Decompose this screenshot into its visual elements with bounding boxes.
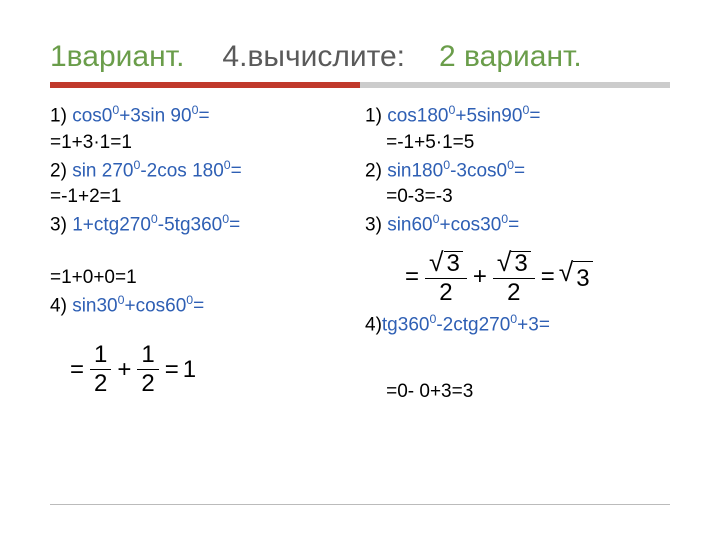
rule-red	[50, 82, 360, 88]
math: sin180	[387, 160, 443, 181]
math: +cos30	[439, 214, 501, 235]
gap	[365, 339, 670, 379]
right-line3: 2) sin1800-3cos00=	[365, 157, 670, 185]
column-left: 1) cos00+3sin 900= =1+3·1=1 2) sin 2700-…	[50, 102, 355, 405]
title-rule	[50, 82, 670, 88]
numerator: 1	[90, 343, 111, 370]
text: 3)	[50, 214, 72, 235]
denominator: 2	[435, 279, 456, 305]
slide: 1вариант. 4.вычислите: 2 вариант. 1) cos…	[0, 0, 720, 540]
eq: =	[405, 260, 419, 294]
sqrt-body: 3	[511, 251, 530, 276]
math: cos0	[72, 105, 112, 126]
fraction: 1 2	[137, 343, 158, 396]
math: +5sin90	[455, 105, 522, 126]
eq: =	[165, 353, 179, 387]
title-variant2: 2 вариант.	[439, 40, 582, 74]
math: tg360	[382, 314, 430, 335]
math: sin 270	[72, 160, 133, 181]
text: 3)	[365, 214, 387, 235]
left-line2: =1+3·1=1	[50, 130, 355, 157]
math: =	[229, 214, 240, 235]
left-line7: 4) sin300+cos600=	[50, 292, 355, 320]
eq: =	[70, 353, 84, 387]
left-line6: =1+0+0=1	[50, 265, 355, 292]
math: -2cos 180	[140, 160, 223, 181]
numerator: 1	[137, 343, 158, 370]
math: =	[198, 105, 209, 126]
right-line1: 1) cos1800+5sin900=	[365, 102, 670, 130]
right-formula: = √3 2 + √3 2 = √3	[405, 249, 593, 305]
gap	[50, 239, 355, 265]
right-line4: =0-3=-3	[365, 184, 670, 211]
right-line7: 4)tg3600-2ctg2700+3=	[365, 311, 670, 339]
math: 1+ctg270	[72, 214, 151, 235]
plus: +	[117, 353, 131, 387]
title-row: 1вариант. 4.вычислите: 2 вариант.	[50, 40, 670, 74]
math: -5tg360	[158, 214, 222, 235]
zero: 0	[224, 158, 231, 172]
left-line3: 2) sin 2700-2cos 1800=	[50, 157, 355, 185]
plus: +	[473, 260, 487, 294]
math: sin60	[387, 214, 432, 235]
text: 4)	[50, 295, 72, 316]
text: 1)	[365, 105, 387, 126]
result: 1	[183, 353, 196, 387]
denominator: 2	[137, 370, 158, 396]
math: +3=	[517, 314, 550, 335]
math: =	[193, 295, 204, 316]
math: =	[231, 160, 242, 181]
sqrt-body: 3	[444, 251, 463, 276]
denominator: 2	[90, 370, 111, 396]
content: 1) cos00+3sin 900= =1+3·1=1 2) sin 2700-…	[50, 102, 670, 405]
bottom-rule	[50, 504, 670, 505]
zero: 0	[151, 212, 158, 226]
text: 2)	[365, 160, 387, 181]
right-line8: =0- 0+3=3	[365, 379, 670, 406]
math: =	[508, 214, 519, 235]
title-task: 4.вычислите:	[222, 40, 405, 74]
title-variant1: 1вариант.	[50, 40, 184, 74]
denominator: 2	[503, 279, 524, 305]
right-line2: =-1+5·1=5	[365, 130, 670, 157]
math: sin30	[72, 295, 117, 316]
fraction: √3 2	[425, 249, 467, 305]
numerator: √3	[493, 249, 535, 279]
sqrt-body: 3	[573, 261, 592, 296]
text: 4)	[365, 314, 382, 335]
text: 2)	[50, 160, 72, 181]
column-right: 1) cos1800+5sin900= =-1+5·1=5 2) sin180 0…	[355, 102, 670, 405]
zero: 0	[507, 158, 514, 172]
math: +cos60	[124, 295, 186, 316]
math: +3sin 90	[119, 105, 191, 126]
eq: =	[541, 260, 555, 294]
left-line1: 1) cos00+3sin 900=	[50, 102, 355, 130]
left-formula: = 1 2 + 1 2 = 1	[70, 343, 196, 396]
math: cos180	[387, 105, 448, 126]
math: =	[529, 105, 540, 126]
left-line5: 3) 1+ctg2700-5tg3600=	[50, 211, 355, 239]
right-line5: 3) sin600+cos300=	[365, 211, 670, 239]
sqrt-result: √3	[559, 259, 593, 296]
fraction: √3 2	[493, 249, 535, 305]
numerator: √3	[425, 249, 467, 279]
left-line4: =-1+2=1	[50, 184, 355, 211]
fraction: 1 2	[90, 343, 111, 396]
rule-gray	[360, 82, 670, 88]
math: -2ctg270	[436, 314, 510, 335]
text: 1)	[50, 105, 72, 126]
math: =	[514, 160, 525, 181]
math: -3cos0	[450, 160, 507, 181]
